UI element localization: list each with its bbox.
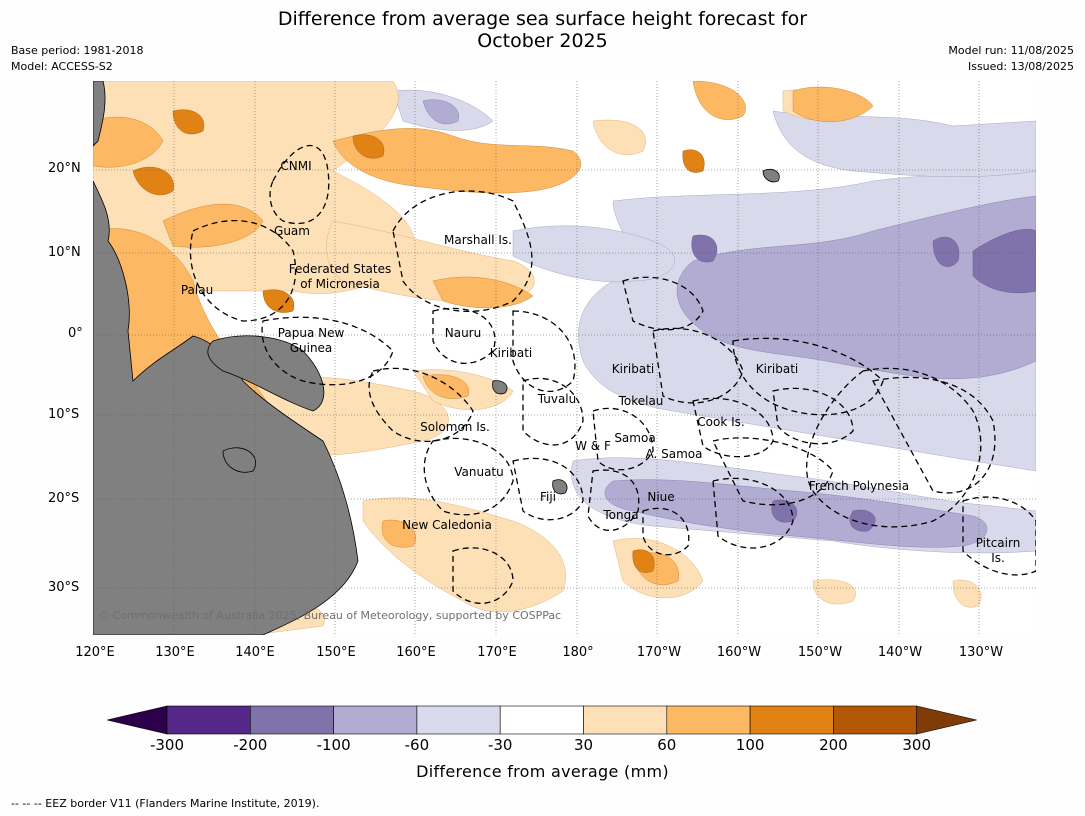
region-label: of Micronesia	[300, 277, 380, 291]
colorbar-segment	[666, 705, 751, 735]
lat-label-20s: 20°S	[48, 491, 80, 506]
title-line-1: Difference from average sea surface heig…	[277, 8, 808, 30]
region-label: A. Samoa	[646, 447, 703, 461]
colorbar-tick-label: -60	[404, 736, 430, 754]
region-label: Solomon Is.	[420, 420, 490, 434]
region-label: Kiribati	[756, 362, 798, 376]
region-label: Guinea	[290, 341, 333, 355]
colorbar-tick-label: 100	[735, 736, 765, 754]
region-label: Palau	[181, 283, 213, 297]
region-label: Tokelau	[618, 394, 664, 408]
land-masses	[93, 81, 780, 635]
region-label: Nauru	[445, 326, 481, 340]
lon-label-170w: 170°W	[636, 645, 682, 660]
region-label: Marshall Is.	[444, 233, 512, 247]
lat-label-0: 0°	[68, 326, 83, 341]
region-label: Papua New	[278, 326, 345, 340]
lat-label-30s: 30°S	[48, 580, 80, 595]
lon-label-170e: 170°E	[477, 645, 517, 660]
meta-left: Base period: 1981-2018 Model: ACCESS-S2	[11, 43, 143, 75]
lon-label-150w: 150°W	[797, 645, 843, 660]
colorbar-tick-label: 200	[819, 736, 848, 754]
base-period-text: Base period: 1981-2018	[11, 44, 144, 57]
region-label: Kiribati	[490, 346, 532, 360]
lat-label-10s: 10°S	[48, 407, 80, 422]
lon-label-150e: 150°E	[316, 645, 356, 660]
lat-label-10n: 10°N	[48, 245, 81, 260]
anomaly-neg-dark	[691, 229, 1036, 532]
colorbar	[107, 705, 977, 735]
colorbar-tick-label: 300	[902, 736, 932, 754]
region-label: Kiribati	[612, 362, 654, 376]
lon-label-180: 180°	[562, 645, 594, 660]
region-label: Pitcairn	[976, 536, 1021, 550]
region-label: Tonga	[602, 508, 638, 522]
colorbar-extend-low	[107, 705, 168, 735]
lon-label-140w: 140°W	[877, 645, 923, 660]
region-label: Guam	[274, 224, 310, 238]
region-label: Tuvalu	[537, 392, 577, 406]
colorbar-tick-label: -200	[233, 736, 268, 754]
copyright-text: © Commonwealth of Australia 2025, Bureau…	[98, 609, 562, 622]
model-run-text: Model run: 11/08/2025	[948, 44, 1074, 57]
issued-text: Issued: 13/08/2025	[967, 60, 1074, 73]
region-label: Federated States	[289, 262, 391, 276]
lat-label-20n: 20°N	[48, 161, 81, 176]
colorbar-segment	[166, 705, 251, 735]
lon-label-120e: 120°E	[75, 645, 115, 660]
model-text: Model: ACCESS-S2	[11, 60, 113, 73]
region-label: French Polynesia	[809, 479, 909, 493]
title-line-2: October 2025	[477, 30, 608, 52]
colorbar-segment	[499, 705, 584, 735]
eez-footnote: -- -- -- EEZ border V11 (Flanders Marine…	[11, 797, 320, 810]
map-title: Difference from average sea surface heig…	[0, 8, 1085, 52]
region-label: CNMI	[280, 159, 311, 173]
sea-surface-height-map: CNMI Guam Marshall Is. Federated States of M…	[93, 81, 1036, 635]
colorbar-tick-label: -100	[316, 736, 351, 754]
colorbar-tick-label: 30	[573, 736, 594, 754]
colorbar-segment	[250, 705, 334, 735]
region-label: Vanuatu	[454, 465, 504, 479]
colorbar-segment	[333, 705, 418, 735]
lon-label-130e: 130°E	[155, 645, 195, 660]
lon-label-140e: 140°E	[235, 645, 275, 660]
region-label: W & F	[575, 439, 611, 453]
region-label: Niue	[647, 490, 674, 504]
colorbar-segment	[583, 705, 668, 735]
colorbar-title: Difference from average (mm)	[416, 762, 669, 781]
region-label: New Caledonia	[402, 518, 492, 532]
lon-label-130w: 130°W	[958, 645, 1004, 660]
colorbar-tick-label: -30	[487, 736, 513, 754]
region-label: Samoa	[614, 431, 655, 445]
colorbar-segment	[749, 705, 834, 735]
colorbar-tick-label: -300	[149, 736, 185, 754]
colorbar-extend-high	[916, 705, 977, 735]
region-label: Cook Is.	[697, 415, 744, 429]
lon-label-160e: 160°E	[396, 645, 436, 660]
eez-borders	[189, 144, 1036, 604]
colorbar-segment	[833, 705, 918, 735]
region-label: Is.	[991, 551, 1005, 565]
region-label: Fiji	[540, 490, 556, 504]
colorbar-tick-label: 60	[657, 736, 677, 754]
colorbar-segment	[416, 705, 501, 735]
meta-right: Model run: 11/08/2025 Issued: 13/08/2025	[948, 43, 1074, 75]
lon-label-160w: 160°W	[716, 645, 762, 660]
